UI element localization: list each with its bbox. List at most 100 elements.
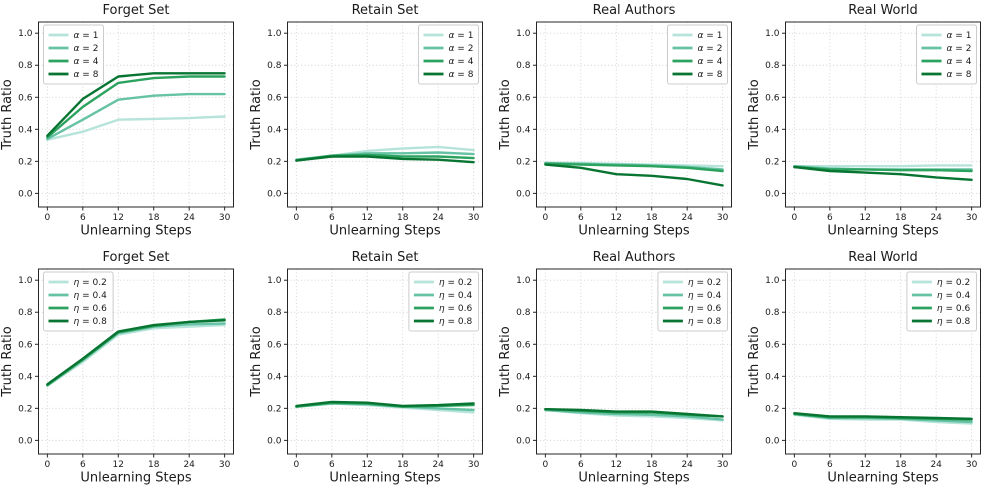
y-axis-label: Truth Ratio: [498, 79, 513, 151]
legend-label: η = 0.6: [688, 304, 722, 314]
series-lines: [793, 164, 973, 182]
y-tick-label: 0.0: [765, 436, 780, 446]
y-tick-label: 0.0: [18, 189, 33, 199]
gridlines: [287, 268, 483, 454]
x-axis-label: Unlearning Steps: [578, 470, 690, 485]
x-tick-label: 18: [895, 213, 907, 223]
x-tick-label: 6: [80, 460, 86, 470]
x-tick-label: 6: [80, 213, 86, 223]
legend-label: α = 1: [698, 31, 723, 41]
chart-title: Forget Set: [103, 250, 170, 265]
legend-label: α = 2: [698, 44, 723, 54]
y-axis-label: Truth Ratio: [0, 79, 15, 151]
x-tick-label: 0: [44, 460, 50, 470]
x-axis-label: Unlearning Steps: [329, 470, 441, 485]
chart-title: Real World: [848, 250, 917, 265]
series-line-4: [46, 318, 226, 386]
legend-label: α = 4: [947, 57, 972, 67]
series-line-4: [295, 155, 475, 164]
x-tick-label: 0: [791, 213, 797, 223]
subplot-real-world-eta: 0 6 12 18 24 30 0.0 0.2 0.4 0.6 0.8 1.0 Real World Un…: [747, 247, 996, 494]
y-tick-label: 0.6: [765, 340, 780, 350]
y-tick-label: 0.6: [18, 340, 33, 350]
legend-label: α = 2: [947, 44, 972, 54]
axes-frame: [287, 21, 483, 208]
axes-frame: [287, 268, 483, 454]
y-tick-label: 1.0: [765, 276, 780, 286]
series-line-4: [793, 165, 973, 182]
legend: η = 0.2 η = 0.4 η = 0.6 η = 0.8: [657, 271, 728, 331]
legend-box: [657, 271, 728, 331]
y-tick-label: 0.2: [516, 157, 530, 167]
legend-label: α = 2: [74, 44, 99, 54]
y-tick-label: 0.8: [516, 61, 531, 71]
x-tick-label: 6: [827, 213, 833, 223]
axis-ticks: 0 6 12 18 24 30 0.0 0.2 0.4 0.6 0.8 1.0: [765, 29, 977, 223]
chart-title: Forget Set: [103, 3, 170, 18]
x-tick-label: 30: [717, 213, 729, 223]
x-tick-label: 6: [329, 460, 335, 470]
legend-label: α = 8: [947, 70, 972, 80]
subplot-retain-set-alpha: 0 6 12 18 24 30 0.0 0.2 0.4 0.6 0.8 1.0 Retain Set Un…: [249, 0, 498, 247]
y-tick-label: 1.0: [267, 29, 282, 39]
series-lines: [544, 161, 724, 187]
series-line-4: [793, 411, 973, 420]
legend-box: [916, 24, 977, 85]
x-tick-label: 30: [468, 213, 480, 223]
x-tick-label: 12: [611, 460, 622, 470]
legend-label: α = 4: [74, 57, 99, 67]
subplot-retain-set-eta: 0 6 12 18 24 30 0.0 0.2 0.4 0.6 0.8 1.0 Retain Set Un…: [249, 247, 498, 494]
legend-label: α = 4: [449, 57, 474, 67]
legend-box: [418, 24, 479, 85]
chart-title: Real World: [848, 3, 917, 18]
legend-box: [906, 271, 977, 331]
chart-svg-real-world-alpha: 0 6 12 18 24 30 0.0 0.2 0.4 0.6 0.8 1.0 Real World Un…: [747, 3, 981, 239]
x-tick-label: 12: [860, 460, 871, 470]
y-tick-label: 0.6: [765, 93, 780, 103]
y-tick-label: 0.0: [765, 189, 780, 199]
chart-title: Retain Set: [352, 250, 419, 265]
x-tick-label: 0: [542, 460, 548, 470]
y-tick-label: 0.2: [765, 404, 779, 414]
legend-label: α = 1: [449, 31, 474, 41]
x-axis-label: Unlearning Steps: [578, 224, 690, 239]
x-tick-label: 18: [148, 460, 160, 470]
subplot-real-authors-eta: 0 6 12 18 24 30 0.0 0.2 0.4 0.6 0.8 1.0 Real Authors…: [498, 247, 747, 494]
x-tick-label: 0: [542, 213, 548, 223]
series-line-3: [46, 75, 226, 139]
y-tick-label: 0.6: [18, 93, 33, 103]
chart-svg-real-authors-alpha: 0 6 12 18 24 30 0.0 0.2 0.4 0.6 0.8 1.0 Real Authors…: [498, 3, 732, 239]
x-tick-label: 30: [717, 460, 729, 470]
series-line-4: [295, 400, 475, 407]
axes-frame: [536, 21, 732, 208]
x-tick-label: 18: [397, 460, 409, 470]
x-axis-label: Unlearning Steps: [80, 470, 192, 485]
chart-svg-real-world-eta: 0 6 12 18 24 30 0.0 0.2 0.4 0.6 0.8 1.0 Real World Un…: [747, 250, 981, 485]
subplot-real-authors-alpha: 0 6 12 18 24 30 0.0 0.2 0.4 0.6 0.8 1.0 Real Authors…: [498, 0, 747, 247]
legend: α = 1 α = 2 α = 4 α = 8: [418, 24, 479, 85]
y-tick-label: 1.0: [267, 276, 282, 286]
x-tick-label: 30: [468, 460, 480, 470]
x-tick-label: 24: [681, 213, 693, 223]
series-lines: [544, 407, 724, 422]
legend-label: η = 0.8: [74, 317, 108, 327]
x-tick-label: 12: [860, 213, 871, 223]
y-tick-label: 0.4: [765, 372, 780, 382]
y-tick-label: 0.0: [18, 436, 33, 446]
legend-box: [408, 271, 479, 331]
legend-label: η = 0.2: [688, 278, 721, 288]
y-tick-label: 0.4: [516, 372, 531, 382]
series-line-1: [793, 164, 973, 168]
y-tick-label: 1.0: [516, 276, 531, 286]
legend: η = 0.2 η = 0.4 η = 0.6 η = 0.8: [43, 271, 114, 331]
y-axis-label: Truth Ratio: [249, 326, 264, 398]
x-tick-label: 24: [432, 460, 444, 470]
legend-label: α = 8: [74, 70, 99, 80]
legend-label: η = 0.2: [937, 278, 970, 288]
x-tick-label: 18: [148, 213, 160, 223]
legend-label: η = 0.6: [74, 304, 108, 314]
chart-svg-forget-set-eta: 0 6 12 18 24 30 0.0 0.2 0.4 0.6 0.8 1.0 Forget Set Un…: [0, 250, 234, 485]
axes-frame: [785, 21, 981, 208]
y-tick-label: 0.2: [18, 404, 32, 414]
legend-label: α = 2: [449, 44, 474, 54]
